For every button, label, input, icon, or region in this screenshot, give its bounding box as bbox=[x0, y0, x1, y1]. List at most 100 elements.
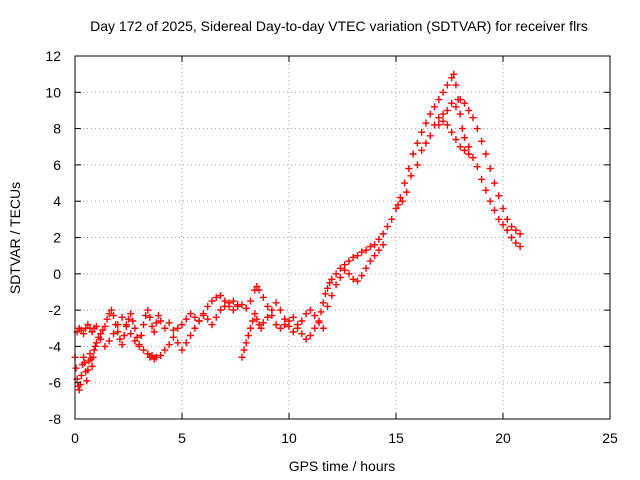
data-point bbox=[174, 339, 182, 347]
data-point bbox=[127, 330, 135, 338]
data-point bbox=[255, 286, 263, 294]
data-point bbox=[92, 339, 100, 347]
data-point bbox=[321, 290, 329, 298]
data-point bbox=[375, 235, 383, 243]
data-point bbox=[306, 332, 314, 340]
x-tick-label: 15 bbox=[388, 430, 404, 446]
data-point bbox=[157, 317, 165, 325]
data-point bbox=[246, 324, 254, 332]
data-point bbox=[345, 257, 353, 265]
data-point bbox=[276, 324, 284, 332]
data-point bbox=[324, 284, 332, 292]
data-point bbox=[77, 371, 85, 379]
data-point bbox=[503, 226, 511, 234]
data-point bbox=[133, 333, 141, 341]
data-point bbox=[77, 326, 85, 334]
data-point bbox=[83, 377, 91, 385]
data-point bbox=[478, 175, 486, 183]
data-point bbox=[81, 359, 89, 367]
data-point bbox=[443, 106, 451, 114]
data-point bbox=[353, 252, 361, 260]
y-tick-label: 2 bbox=[53, 230, 61, 246]
data-point bbox=[452, 81, 460, 89]
data-point bbox=[86, 350, 94, 358]
data-point bbox=[76, 381, 84, 389]
data-point bbox=[114, 321, 122, 329]
grid-lines bbox=[75, 56, 610, 419]
data-point bbox=[88, 328, 96, 336]
data-point bbox=[146, 313, 154, 321]
data-point bbox=[178, 346, 186, 354]
data-point bbox=[195, 317, 203, 325]
data-point bbox=[495, 215, 503, 223]
data-point bbox=[229, 297, 237, 305]
axis-ticks bbox=[74, 55, 611, 420]
data-point bbox=[125, 315, 132, 323]
data-point bbox=[152, 319, 160, 327]
x-tick-label: 0 bbox=[71, 430, 79, 446]
data-point bbox=[191, 324, 199, 332]
data-point bbox=[443, 81, 451, 89]
chart-title: Day 172 of 2025, Sidereal Day-to-day VTE… bbox=[90, 18, 588, 34]
data-point bbox=[144, 350, 152, 358]
data-point bbox=[508, 234, 516, 241]
data-point bbox=[129, 317, 137, 325]
data-point bbox=[448, 74, 456, 82]
data-point bbox=[90, 346, 98, 354]
data-point bbox=[456, 96, 464, 104]
data-point bbox=[394, 201, 402, 209]
data-point bbox=[460, 99, 468, 107]
data-point bbox=[169, 333, 177, 341]
data-point bbox=[80, 330, 88, 338]
data-point bbox=[165, 341, 173, 349]
data-point bbox=[191, 313, 199, 321]
data-point bbox=[127, 310, 135, 318]
data-point bbox=[336, 273, 344, 281]
data-point bbox=[97, 335, 105, 343]
data-point bbox=[465, 106, 473, 114]
data-point bbox=[264, 313, 272, 321]
data-point bbox=[460, 146, 468, 154]
data-point bbox=[349, 275, 357, 283]
data-point bbox=[358, 272, 366, 280]
data-point bbox=[187, 310, 195, 318]
y-tick-label: -4 bbox=[49, 338, 62, 354]
data-point bbox=[139, 346, 147, 354]
data-point bbox=[251, 310, 259, 318]
data-point bbox=[114, 328, 122, 336]
data-point bbox=[332, 270, 340, 278]
data-point bbox=[242, 304, 250, 312]
data-point bbox=[294, 324, 302, 332]
data-point bbox=[486, 197, 494, 205]
data-point bbox=[422, 119, 430, 127]
data-point bbox=[311, 312, 319, 320]
data-point bbox=[142, 312, 150, 320]
data-point bbox=[105, 337, 113, 345]
data-point bbox=[89, 353, 97, 361]
data-point bbox=[499, 204, 507, 212]
data-point bbox=[469, 154, 477, 162]
x-tick-label: 25 bbox=[602, 430, 618, 446]
data-point bbox=[249, 317, 257, 325]
data-point bbox=[362, 246, 370, 254]
data-point bbox=[240, 346, 248, 354]
data-point bbox=[349, 253, 357, 261]
data-point bbox=[116, 335, 124, 343]
data-point bbox=[182, 339, 190, 347]
data-point bbox=[272, 321, 280, 329]
data-point bbox=[234, 301, 242, 309]
data-point bbox=[490, 206, 498, 214]
data-point bbox=[75, 386, 83, 394]
data-point bbox=[221, 302, 229, 310]
data-point bbox=[157, 351, 165, 359]
data-point bbox=[84, 366, 92, 374]
data-point bbox=[208, 321, 216, 329]
data-point bbox=[131, 337, 139, 345]
data-point bbox=[448, 99, 456, 107]
data-point bbox=[439, 110, 447, 118]
data-point bbox=[88, 362, 96, 370]
data-point bbox=[137, 332, 145, 340]
x-tick-label: 20 bbox=[495, 430, 511, 446]
data-point bbox=[422, 139, 430, 147]
